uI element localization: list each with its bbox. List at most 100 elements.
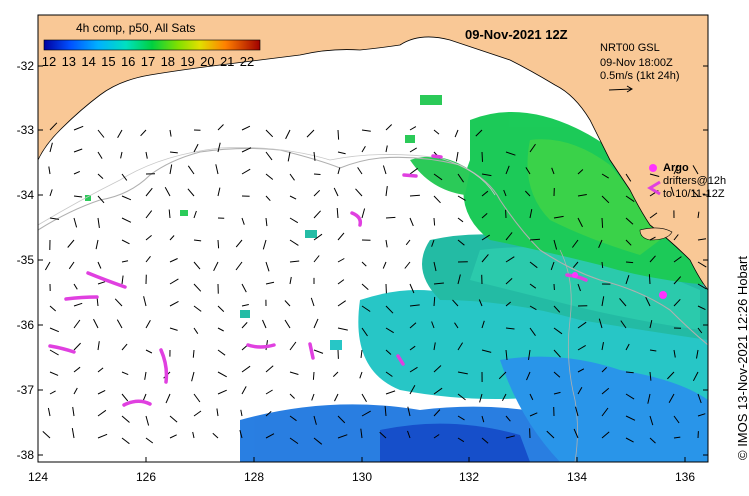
- current-arrow: [553, 305, 561, 313]
- current-arrow: [481, 437, 489, 444]
- drifter-track: [308, 342, 315, 360]
- current-arrow: [379, 431, 387, 439]
- current-arrow: [216, 408, 219, 417]
- current-arrow: [601, 407, 609, 417]
- current-arrow: [452, 299, 459, 307]
- sst-field: [85, 95, 708, 462]
- current-arrow: [457, 342, 464, 351]
- argo-legend-label: Argo: [663, 162, 689, 174]
- current-arrow: [145, 210, 153, 219]
- current-arrow: [193, 239, 202, 242]
- current-arrow: [385, 349, 392, 355]
- drifter-track: [396, 354, 405, 366]
- current-arrow: [313, 173, 321, 175]
- current-arrow: [697, 327, 703, 334]
- current-arrow: [193, 410, 202, 417]
- legend-symbols: [647, 164, 661, 196]
- current-arrow: [49, 327, 59, 333]
- current-arrow: [385, 145, 388, 153]
- current-arrow: [697, 211, 700, 219]
- current-arrow: [433, 296, 436, 307]
- current-arrow: [409, 304, 420, 307]
- current-arrow: [73, 148, 83, 153]
- current-arrow: [433, 261, 437, 272]
- current-arrow: [49, 390, 56, 395]
- current-arrow: [673, 436, 681, 439]
- current-arrow: [217, 349, 226, 356]
- colorbar-tick-label: 20: [200, 54, 215, 69]
- current-arrow: [697, 283, 707, 290]
- current-arrow: [409, 322, 417, 329]
- current-arrow: [334, 393, 339, 402]
- axis-tick-marks: [37, 65, 708, 462]
- current-arrow: [49, 371, 59, 376]
- current-arrow: [649, 349, 657, 352]
- current-arrow: [649, 437, 656, 444]
- current-arrow: [360, 428, 363, 439]
- current-arrow: [191, 371, 195, 382]
- argo-markers: [572, 272, 667, 299]
- current-arrow: [645, 296, 651, 307]
- current-arrow: [505, 232, 513, 241]
- current-arrow: [673, 164, 679, 175]
- current-arrow: [313, 415, 317, 425]
- current-arrow: [382, 165, 387, 175]
- current-arrow: [169, 258, 178, 263]
- current-arrow: [697, 238, 707, 241]
- current-arrow: [265, 389, 273, 395]
- colorbar-tick-label: 14: [81, 54, 96, 69]
- current-arrow: [95, 239, 99, 250]
- current-arrow: [337, 279, 345, 285]
- current-arrow: [140, 129, 147, 137]
- current-arrow: [385, 327, 394, 334]
- current-arrow: [235, 261, 243, 271]
- colorbar-tick-label: 13: [61, 54, 77, 69]
- current-arrow: [360, 349, 363, 358]
- current-arrow: [121, 275, 124, 285]
- current-arrow: [648, 274, 651, 285]
- x-axis-tick-label: 130: [351, 470, 373, 484]
- current-arrow: [73, 366, 81, 373]
- y-axis-tick-label: -36: [16, 318, 34, 332]
- current-arrow: [529, 143, 536, 153]
- current-arrow: [241, 304, 249, 307]
- current-arrow: [529, 283, 537, 289]
- current-arrow: [241, 168, 251, 175]
- current-arrow: [505, 327, 515, 330]
- current-arrow: [454, 129, 459, 138]
- current-arrow: [529, 261, 538, 269]
- current-arrow: [217, 327, 224, 332]
- current-arrow: [697, 413, 706, 417]
- current-arrow: [285, 129, 291, 140]
- current-arrow: [409, 126, 417, 131]
- current-arrow: [384, 406, 387, 417]
- current-arrow: [361, 129, 371, 132]
- current-arrow: [313, 255, 320, 263]
- current-arrow: [454, 322, 459, 329]
- current-arrow: [625, 437, 634, 443]
- current-arrow: [241, 147, 252, 153]
- argo-legend-icon: [649, 164, 657, 172]
- current-arrow: [481, 173, 492, 177]
- colorbar-tick-label: 15: [101, 54, 116, 69]
- current-arrow: [265, 195, 271, 202]
- current-arrow: [265, 261, 270, 272]
- current-arrow: [333, 187, 339, 197]
- current-arrow: [73, 125, 84, 131]
- current-arrow: [121, 239, 130, 245]
- current-arrow: [145, 349, 153, 354]
- current-arrow: [577, 386, 583, 395]
- current-arrow: [625, 393, 635, 400]
- current-arrow: [289, 415, 297, 422]
- current-arrow: [165, 393, 171, 404]
- map-title: 09-Nov-2021 12Z: [465, 27, 568, 42]
- current-arrow: [114, 298, 123, 307]
- colorbar-tick-label: 19: [180, 54, 195, 69]
- current-arrow: [217, 142, 221, 153]
- current-arrow: [289, 393, 295, 399]
- current-arrow: [546, 430, 555, 439]
- current-arrow: [145, 319, 151, 329]
- current-arrow: [357, 167, 363, 175]
- current-arrow: [505, 301, 512, 307]
- current-arrow: [649, 236, 656, 241]
